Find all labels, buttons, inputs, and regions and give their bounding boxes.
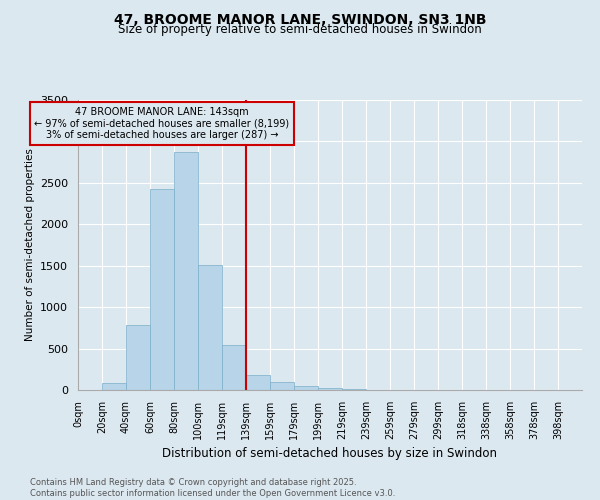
Text: Contains HM Land Registry data © Crown copyright and database right 2025.
Contai: Contains HM Land Registry data © Crown c…	[30, 478, 395, 498]
Bar	[150, 190, 174, 390]
Bar	[342, 389, 366, 390]
Text: 47 BROOME MANOR LANE: 143sqm
← 97% of semi-detached houses are smaller (8,199)
3: 47 BROOME MANOR LANE: 143sqm ← 97% of se…	[34, 106, 290, 140]
Bar	[318, 388, 342, 390]
X-axis label: Distribution of semi-detached houses by size in Swindon: Distribution of semi-detached houses by …	[163, 448, 497, 460]
Text: Size of property relative to semi-detached houses in Swindon: Size of property relative to semi-detach…	[118, 22, 482, 36]
Y-axis label: Number of semi-detached properties: Number of semi-detached properties	[25, 148, 35, 342]
Text: 47, BROOME MANOR LANE, SWINDON, SN3 1NB: 47, BROOME MANOR LANE, SWINDON, SN3 1NB	[114, 12, 486, 26]
Bar	[102, 384, 126, 390]
Bar	[198, 265, 222, 390]
Bar	[222, 346, 246, 390]
Bar	[126, 326, 150, 390]
Bar	[294, 386, 318, 390]
Bar	[174, 152, 198, 390]
Bar	[270, 382, 294, 390]
Bar	[246, 374, 270, 390]
